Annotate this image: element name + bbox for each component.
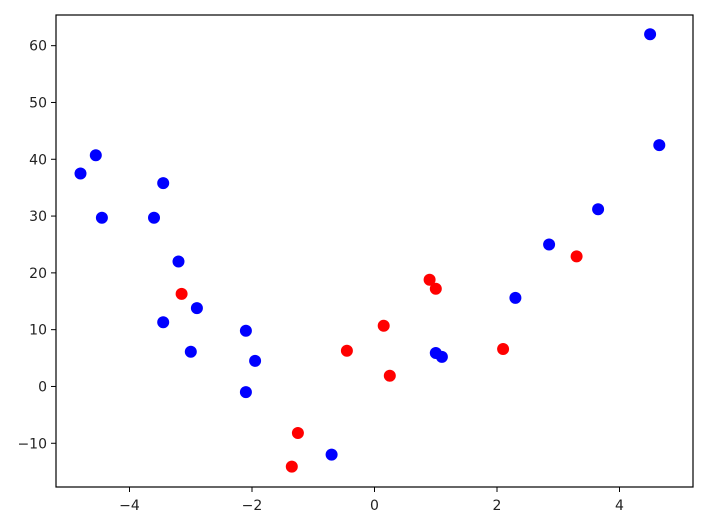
- x-tick-label: −4: [119, 498, 140, 514]
- data-point-s0-17: [592, 203, 605, 216]
- y-tick-label: −10: [17, 436, 47, 452]
- data-point-s1-7: [429, 282, 442, 295]
- data-point-s0-18: [644, 28, 657, 41]
- data-point-s0-7: [190, 302, 203, 315]
- data-point-s1-0: [175, 287, 188, 300]
- data-point-s1-1: [291, 427, 304, 439]
- x-tick-label: −2: [242, 498, 263, 514]
- data-point-s0-10: [239, 386, 252, 399]
- data-point-s0-5: [172, 255, 185, 268]
- y-tick-label: 40: [29, 152, 47, 168]
- data-point-s1-8: [497, 343, 510, 355]
- y-tick-label: 0: [38, 379, 47, 395]
- data-point-s0-11: [249, 354, 262, 367]
- data-point-s0-9: [239, 324, 252, 337]
- y-tick-label: 30: [29, 209, 47, 225]
- data-point-s0-12: [325, 448, 338, 461]
- data-point-s0-1: [89, 149, 102, 162]
- points-layer: [74, 28, 666, 473]
- data-point-s1-4: [377, 319, 390, 332]
- data-point-s0-6: [157, 316, 170, 329]
- data-point-s0-3: [148, 211, 160, 224]
- data-point-s1-3: [340, 344, 353, 357]
- x-tick-label: 0: [370, 498, 379, 514]
- x-tick-label: 2: [493, 498, 502, 514]
- data-point-s1-5: [383, 369, 396, 382]
- data-point-s0-14: [435, 350, 448, 363]
- data-point-s0-15: [509, 291, 522, 304]
- y-axis: −10 0 10 20 30 40 50 60: [17, 39, 56, 452]
- y-tick-label: 10: [29, 323, 47, 339]
- y-tick-label: 20: [29, 266, 47, 282]
- data-point-s0-19: [653, 139, 666, 152]
- data-point-s0-8: [184, 345, 197, 358]
- data-point-s1-9: [570, 250, 583, 263]
- x-tick-label: 4: [615, 498, 624, 514]
- x-axis: −4 −2 0 2 4: [119, 487, 624, 514]
- y-tick-label: 50: [29, 95, 47, 111]
- data-point-s1-2: [285, 460, 298, 473]
- plot-frame: [55, 14, 694, 488]
- data-point-s0-4: [157, 177, 170, 190]
- data-point-s0-2: [95, 211, 108, 224]
- y-tick-label: 60: [29, 39, 47, 55]
- data-point-s0-16: [543, 238, 556, 251]
- data-point-s0-0: [74, 167, 87, 180]
- data-point-s1-6: [423, 273, 436, 286]
